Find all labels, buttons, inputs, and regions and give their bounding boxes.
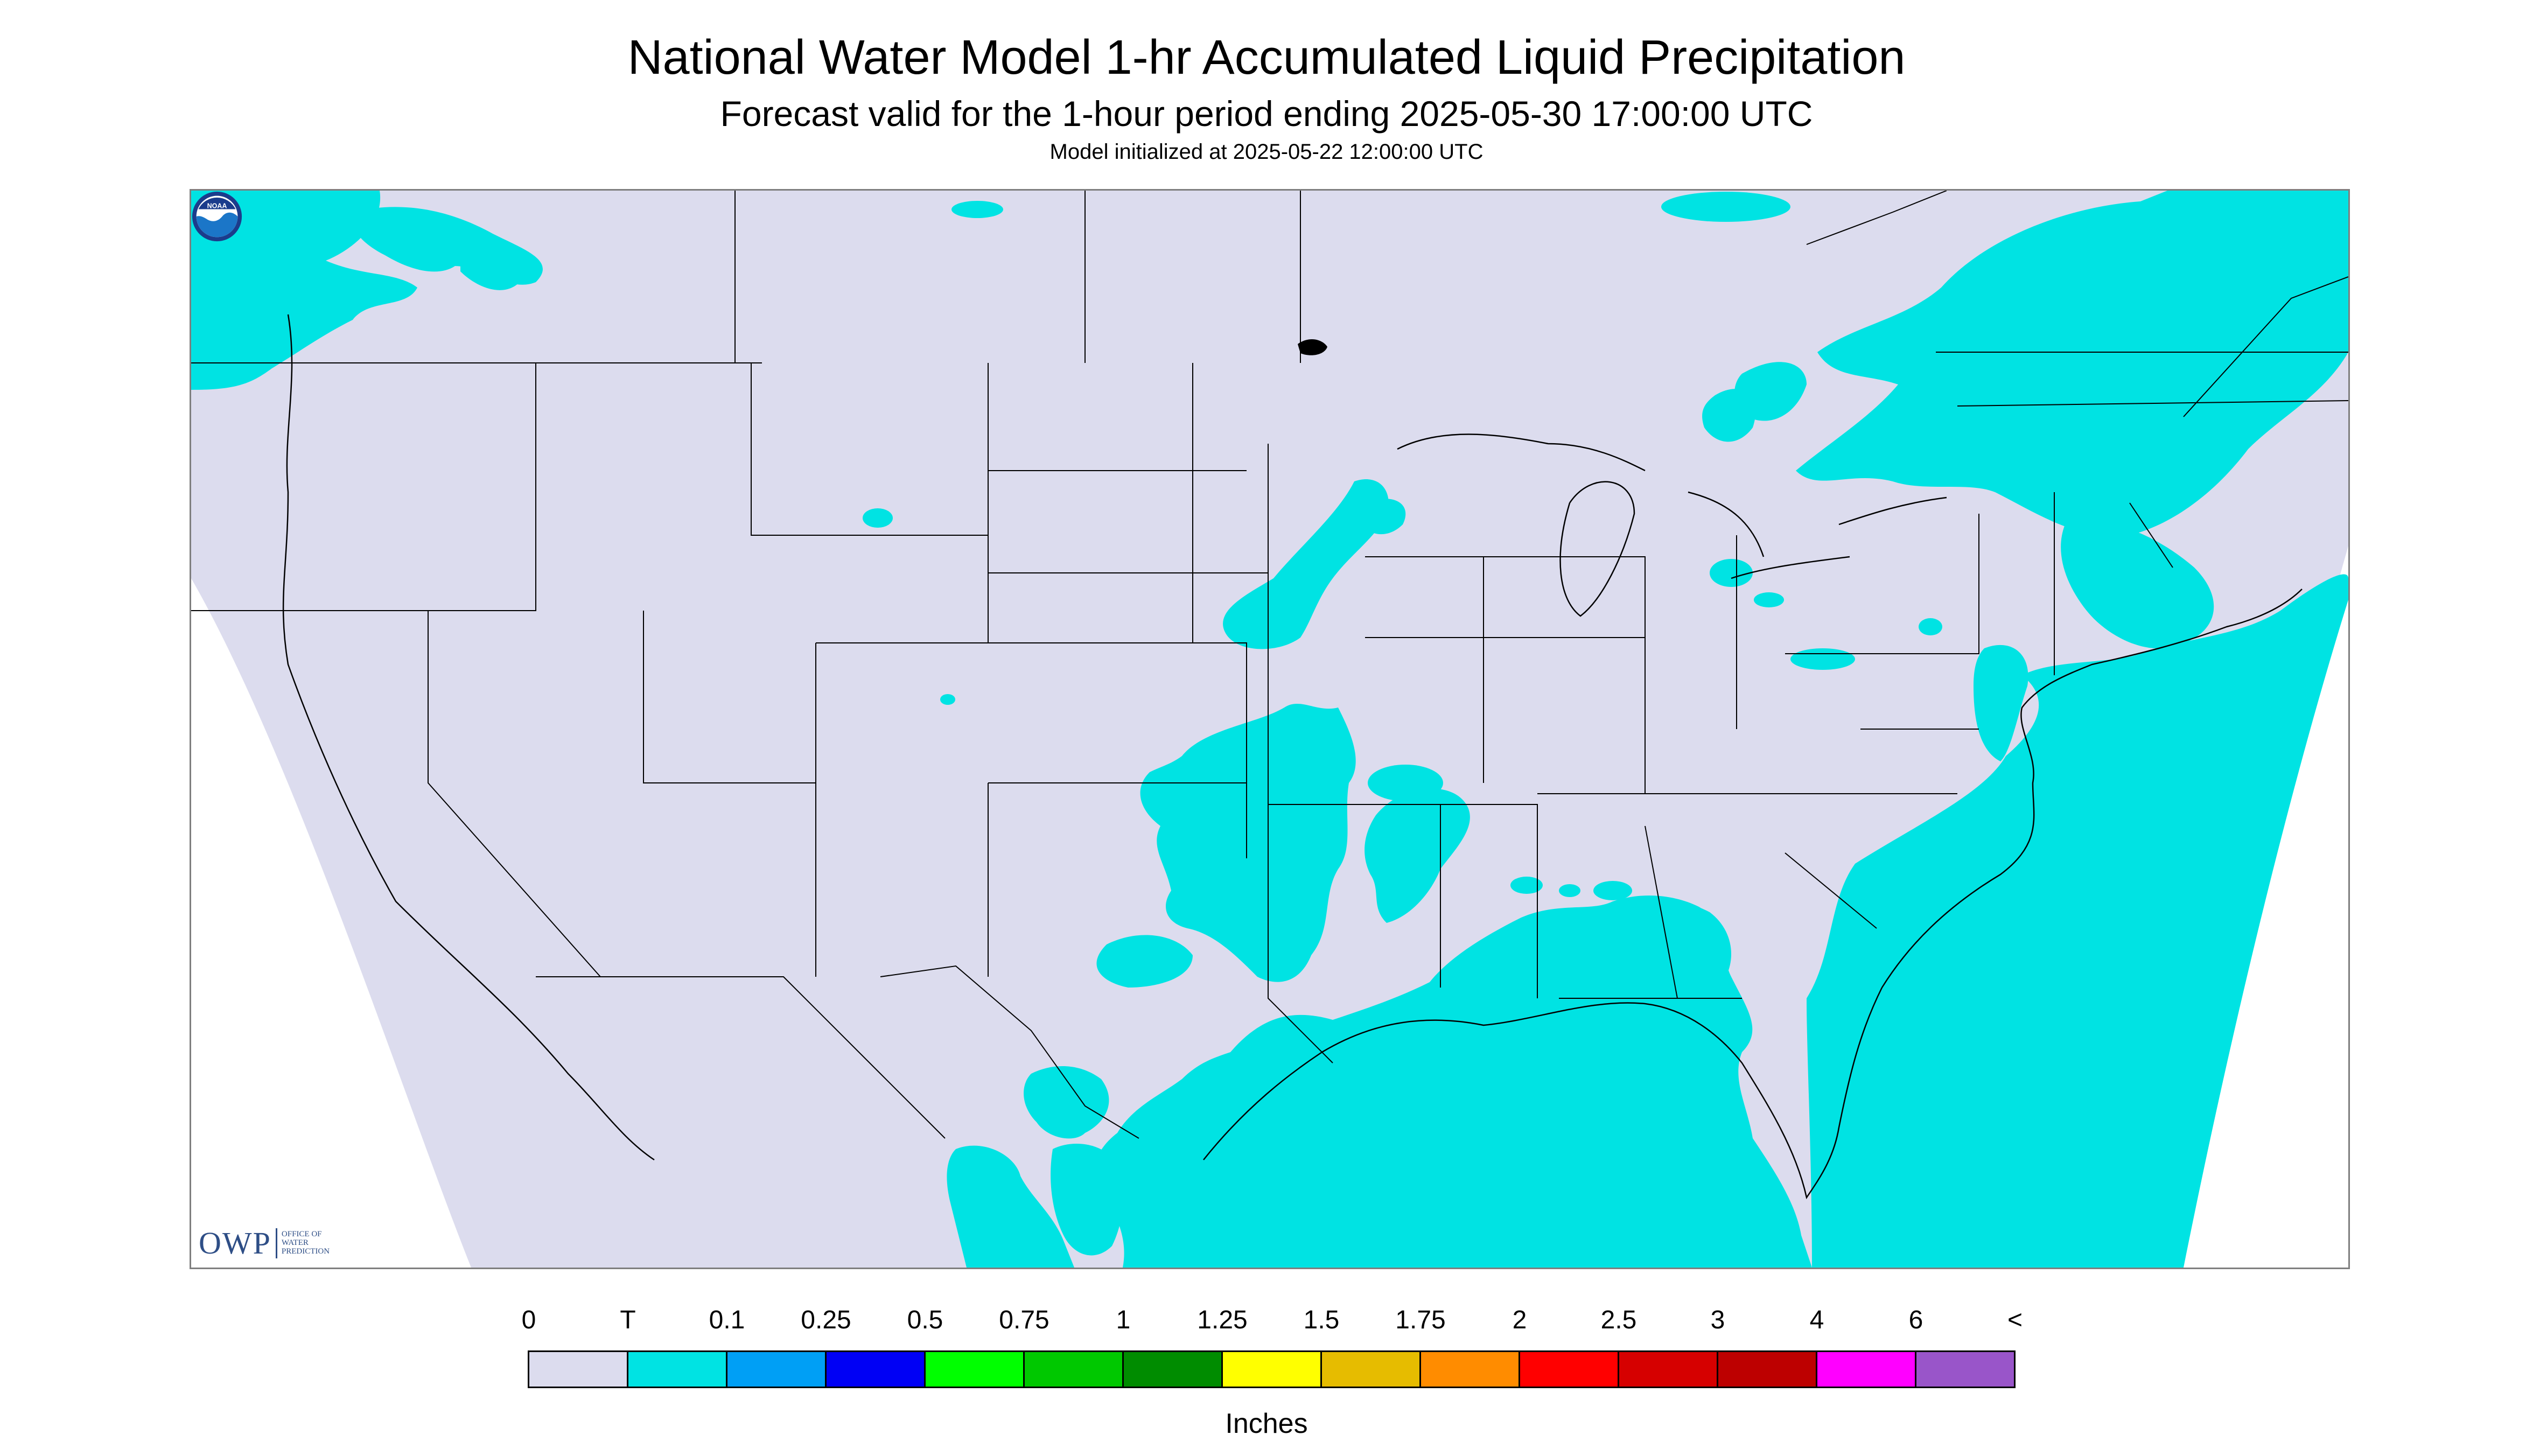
legend-tick-label: 0.25 — [801, 1306, 851, 1334]
owp-logo-line-2: WATER — [281, 1238, 309, 1248]
map-title: National Water Model 1-hr Accumulated Li… — [627, 31, 1906, 85]
precip-area-new-england — [2061, 521, 2214, 649]
precip-colorbar — [528, 1350, 2016, 1388]
legend-swatch — [827, 1352, 926, 1387]
precip-area-midwest — [1360, 499, 1406, 535]
legend-swatch — [1817, 1352, 1916, 1387]
precip-area-plains — [1223, 479, 1389, 649]
legend-swatch — [628, 1352, 727, 1387]
legend-swatch — [1916, 1352, 2014, 1387]
precip-area-ohio — [1754, 592, 1784, 607]
legend-swatch — [1124, 1352, 1223, 1387]
owp-logo-line-1: OFFICE OF — [281, 1230, 322, 1239]
precip-area-atlantic — [1807, 574, 2348, 1268]
legend-tick-label: 0.75 — [999, 1306, 1049, 1334]
legend-tick-label: 0.5 — [907, 1306, 943, 1334]
precip-area-gulf — [1093, 895, 1812, 1268]
precip-area-arkansas — [1365, 788, 1470, 923]
legend-tick-label: 1 — [1116, 1306, 1131, 1334]
legend-units-label: Inches — [1225, 1408, 1308, 1439]
precip-area-mexico-3 — [1051, 1144, 1123, 1256]
legend-swatch — [1718, 1352, 1817, 1387]
precip-area-mid-atlantic — [1974, 645, 2028, 761]
map-canvas — [191, 191, 2348, 1268]
owp-logo: OWP OFFICE OF WATER PREDICTION — [199, 1228, 362, 1259]
precip-area-mexico-4 — [967, 1229, 1010, 1252]
pacific-coastline — [282, 314, 655, 1161]
legend-swatch — [1025, 1352, 1124, 1387]
owp-logo-text: OFFICE OF WATER PREDICTION — [282, 1230, 362, 1256]
noaa-logo-text: NOAA — [207, 202, 227, 210]
precip-area-pnw — [191, 191, 417, 390]
legend-tick-label: 2 — [1512, 1306, 1527, 1334]
forecast-valid-subtitle: Forecast valid for the 1-hour period end… — [720, 94, 1813, 134]
precip-area-texas-panhandle — [1096, 935, 1193, 988]
precip-area-tennessee — [1510, 877, 1543, 894]
great-lakes — [1397, 433, 1947, 617]
legend-labels: 0 T 0.1 0.25 0.5 0.75 1 1.25 1.5 1.75 2 2.5 3 4 6 < — [522, 1306, 2023, 1340]
legend-tick-label: 3 — [1710, 1306, 1725, 1334]
coastlines — [282, 314, 2303, 1200]
legend-swatch — [1619, 1352, 1718, 1387]
model-init-text: Model initialized at 2025-05-22 12:00:00… — [1049, 140, 1484, 164]
legend-swatch — [727, 1352, 827, 1387]
precip-area-missouri — [1368, 765, 1443, 801]
noaa-emblem-icon: NOAA — [192, 191, 242, 242]
legend-swatch — [1223, 1352, 1322, 1387]
legend-tick-label: 2.5 — [1600, 1306, 1637, 1334]
owp-logo-line-3: PREDICTION — [281, 1247, 330, 1256]
precip-area-colorado — [940, 694, 955, 705]
precip-area-bc-2 — [460, 249, 521, 290]
precip-area-ontario-2 — [1702, 389, 1756, 442]
owp-logo-divider — [275, 1228, 277, 1258]
lake-of-the-woods — [1298, 339, 1327, 355]
precip-area-pa — [1790, 648, 1855, 670]
legend-tick-label: 0 — [521, 1306, 536, 1334]
legend-tick-label: 6 — [1908, 1306, 1923, 1334]
precipitation-map: OWP OFFICE OF WATER PREDICTION NOAA — [190, 189, 2350, 1269]
legend-tick-label: 0.1 — [709, 1306, 745, 1334]
owp-logo-mark: OWP — [199, 1226, 271, 1261]
precip-area-southern-plains — [1140, 703, 1356, 982]
precip-area-tennessee-2 — [1559, 884, 1580, 897]
atlantic-coastline — [1881, 589, 2303, 988]
precip-area-pa-2 — [1919, 618, 1942, 635]
legend-tick-label: T — [620, 1306, 636, 1334]
precip-area-ontario — [1661, 192, 1790, 222]
precip-area-southeast — [1613, 897, 1731, 982]
precip-areas — [191, 191, 2348, 1268]
precip-area-mexico-1 — [1024, 1066, 1109, 1139]
precip-area-michigan — [1710, 559, 1753, 587]
legend-tick-label: 1.5 — [1303, 1306, 1340, 1334]
legend-swatch — [529, 1352, 628, 1387]
legend-tick-label: < — [2007, 1306, 2023, 1334]
legend-tick-label: 1.75 — [1395, 1306, 1446, 1334]
legend-tick-label: 1.25 — [1197, 1306, 1248, 1334]
precip-area-alabama — [1593, 881, 1632, 900]
precip-area-quebec — [1796, 191, 2348, 536]
precip-area-wyoming — [863, 508, 893, 528]
gulf-coastline — [1203, 987, 1883, 1200]
legend-swatch — [926, 1352, 1025, 1387]
state-boundaries — [191, 191, 2348, 1139]
legend-swatch — [1520, 1352, 1619, 1387]
legend-swatch — [1322, 1352, 1421, 1387]
legend-tick-label: 4 — [1809, 1306, 1824, 1334]
precip-area-canada-west — [951, 201, 1003, 218]
legend-swatch — [1421, 1352, 1520, 1387]
